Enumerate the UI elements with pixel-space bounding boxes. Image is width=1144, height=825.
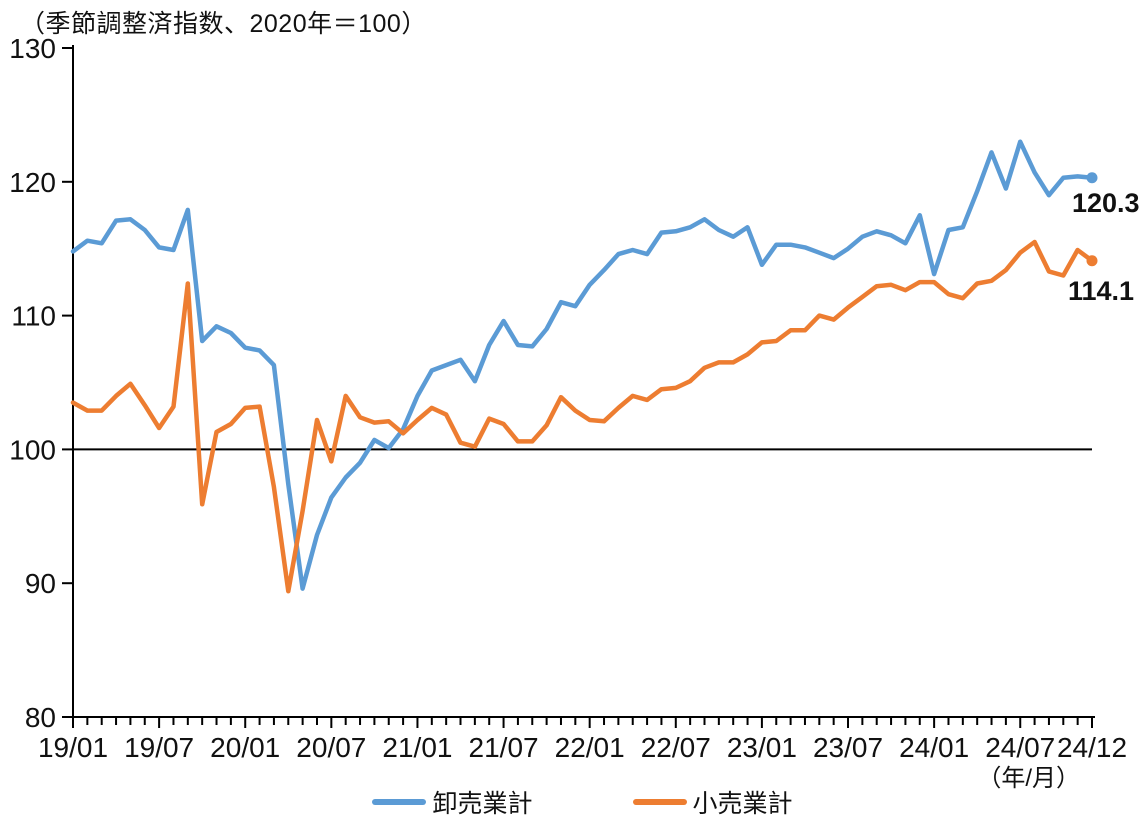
legend-label-wholesale: 卸売業計 <box>432 790 533 818</box>
retail-line <box>70 239 1095 594</box>
y-axis-tick-label: 100 <box>9 434 56 465</box>
x-axis-tick-label: 19/01 <box>38 732 108 763</box>
x-axis-unit-label: （年/月） <box>977 765 1080 792</box>
legend-label-retail: 小売業計 <box>692 790 793 818</box>
x-axis-tick-label: 20/01 <box>210 732 280 763</box>
x-axis-tick-label: 19/07 <box>124 732 194 763</box>
x-axis-tick-label: 24/01 <box>899 732 969 763</box>
wholesale-line-swatch-icon <box>372 799 427 805</box>
y-axis-tick-label: 120 <box>9 167 56 198</box>
x-axis-tick-label: 21/01 <box>382 732 452 763</box>
y-axis-tick-label: 80 <box>25 702 56 733</box>
y-axis-tick-label: 110 <box>11 301 56 332</box>
x-axis-tick-label: 24/12 <box>1057 732 1127 763</box>
y-axis-tick-label: 130 <box>9 33 56 64</box>
legend-item-wholesale: 卸売業計 <box>372 784 533 820</box>
wholesale-line <box>70 139 1095 591</box>
wholesale-end-value-label: 120.3 <box>1072 188 1140 218</box>
wholesale-last-point-marker <box>1086 172 1098 184</box>
x-axis-tick-label: 22/01 <box>555 732 625 763</box>
x-axis-tick-label: 23/07 <box>813 732 883 763</box>
x-axis-tick-label: 20/07 <box>296 732 366 763</box>
x-axis-tick-label: 24/07 <box>985 732 1055 763</box>
x-axis-tick-label: 21/07 <box>469 732 539 763</box>
retail-line-swatch-icon <box>632 799 687 805</box>
legend: 卸売業計 小売業計 <box>73 784 1092 820</box>
legend-item-retail: 小売業計 <box>632 784 793 820</box>
chart-title: （季節調整済指数、2020年＝100） <box>20 10 427 38</box>
x-axis-tick-label: 22/07 <box>641 732 711 763</box>
retail-last-point-marker <box>1086 255 1098 267</box>
y-axis-tick-label: 90 <box>25 568 56 599</box>
x-axis-tick-label: 23/01 <box>727 732 797 763</box>
retail-end-value-label: 114.1 <box>1068 276 1135 306</box>
